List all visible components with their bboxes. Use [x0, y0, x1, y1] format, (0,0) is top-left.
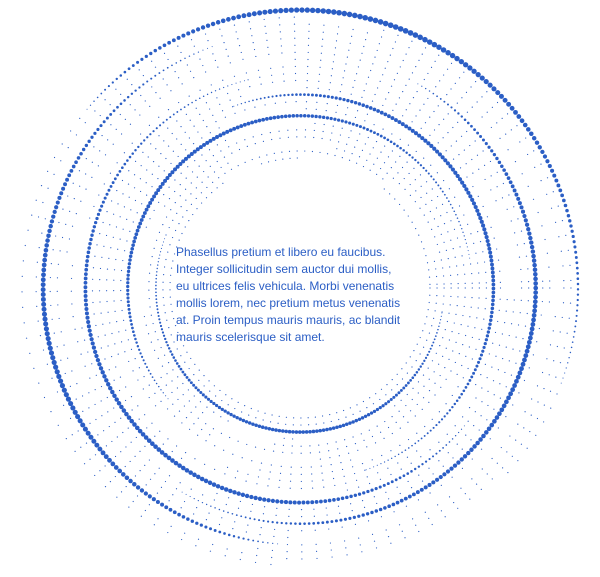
graphic-stage: Phasellus pretium et libero eu faucibus.… — [0, 0, 600, 577]
body-text: Phasellus pretium et libero eu faucibus.… — [176, 244, 436, 346]
